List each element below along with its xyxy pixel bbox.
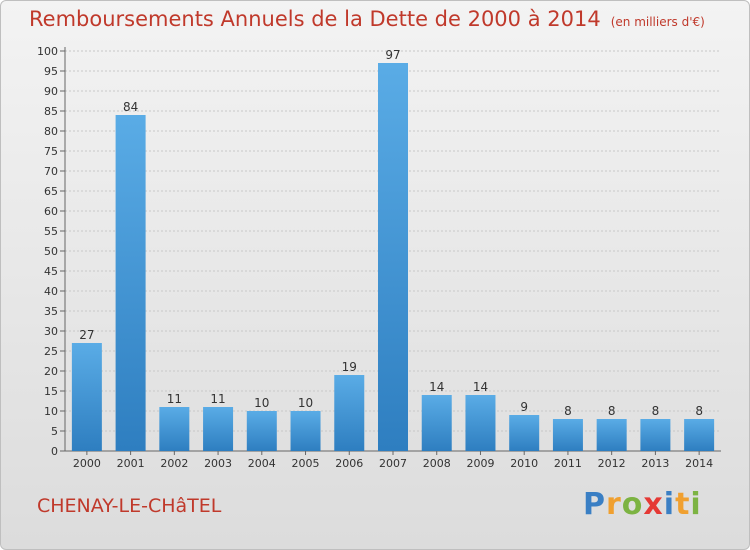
bar <box>684 419 715 451</box>
logo-letter: o <box>621 487 644 522</box>
y-tick-label: 70 <box>44 165 58 178</box>
data-label: 8 <box>652 404 660 418</box>
bar <box>290 411 321 451</box>
data-label: 19 <box>342 360 357 374</box>
y-tick-label: 85 <box>44 105 58 118</box>
x-tick-label: 2005 <box>292 457 320 470</box>
y-tick-label: 80 <box>44 125 58 138</box>
bar <box>421 395 452 451</box>
bar <box>552 419 583 451</box>
y-tick-label: 30 <box>44 325 58 338</box>
bar <box>640 419 671 451</box>
bar <box>465 395 496 451</box>
x-tick-label: 2000 <box>73 457 101 470</box>
bar <box>71 343 102 451</box>
x-tick-label: 2006 <box>335 457 363 470</box>
data-label: 84 <box>123 100 138 114</box>
bars <box>71 63 715 451</box>
y-tick-label: 25 <box>44 345 58 358</box>
y-tick-label: 60 <box>44 205 58 218</box>
bar <box>509 415 540 451</box>
x-tick-label: 2012 <box>598 457 626 470</box>
data-label: 14 <box>473 380 488 394</box>
chart-title-text: Remboursements Annuels de la Dette de 20… <box>29 7 601 31</box>
x-tick-label: 2007 <box>379 457 407 470</box>
data-label: 97 <box>385 48 400 62</box>
data-label: 8 <box>608 404 616 418</box>
data-label: 8 <box>564 404 572 418</box>
data-label: 27 <box>79 328 94 342</box>
chart-subtitle: (en milliers d'€) <box>610 15 705 29</box>
logo-letter: P <box>583 487 606 522</box>
bar <box>246 411 277 451</box>
proxiti-logo: Proxiti <box>583 487 702 522</box>
y-tick-label: 40 <box>44 285 58 298</box>
data-label: 10 <box>254 396 269 410</box>
y-tick-label: 50 <box>44 245 58 258</box>
y-tick-label: 55 <box>44 225 58 238</box>
data-label: 14 <box>429 380 444 394</box>
labels: 27 2000 84 2001 11 2002 11 2003 10 2004 10 2005 19 20… <box>73 48 713 470</box>
data-label: 9 <box>520 400 528 414</box>
y-tick-label: 0 <box>51 445 58 458</box>
data-label: 10 <box>298 396 313 410</box>
x-tick-label: 2008 <box>423 457 451 470</box>
bar <box>159 407 190 451</box>
data-label: 11 <box>167 392 182 406</box>
x-tick-label: 2002 <box>160 457 188 470</box>
y-tick-label: 75 <box>44 145 58 158</box>
x-tick-label: 2004 <box>248 457 276 470</box>
y-tick-label: 20 <box>44 365 58 378</box>
y-tick-label: 10 <box>44 405 58 418</box>
x-tick-label: 2014 <box>685 457 713 470</box>
y-tick-label: 65 <box>44 185 58 198</box>
y-tick-label: 35 <box>44 305 58 318</box>
data-label: 11 <box>210 392 225 406</box>
x-tick-label: 2011 <box>554 457 582 470</box>
y-tick-label: 90 <box>44 85 58 98</box>
logo-letter: i <box>690 487 702 522</box>
x-tick-label: 2001 <box>117 457 145 470</box>
chart-title: Remboursements Annuels de la Dette de 20… <box>29 7 705 31</box>
y-tick-label: 5 <box>51 425 58 438</box>
y-tick-label: 45 <box>44 265 58 278</box>
data-label: 8 <box>695 404 703 418</box>
bar <box>115 115 146 451</box>
y-tick-label: 15 <box>44 385 58 398</box>
x-tick-label: 2010 <box>510 457 538 470</box>
commune-name: CHENAY-LE-CHâTEL <box>37 495 222 517</box>
logo-letter: r <box>606 487 622 522</box>
logo-letter: i <box>663 487 676 522</box>
bar <box>596 419 627 451</box>
x-tick-label: 2003 <box>204 457 232 470</box>
y-tick-label: 100 <box>37 45 58 58</box>
x-tick-label: 2013 <box>641 457 669 470</box>
x-tick-label: 2009 <box>466 457 494 470</box>
bar <box>378 63 408 451</box>
bar <box>203 407 234 451</box>
y-tick-label: 95 <box>44 65 58 78</box>
bar <box>334 375 365 451</box>
logo-letter: t <box>675 487 691 522</box>
logo-letter: x <box>643 487 664 522</box>
